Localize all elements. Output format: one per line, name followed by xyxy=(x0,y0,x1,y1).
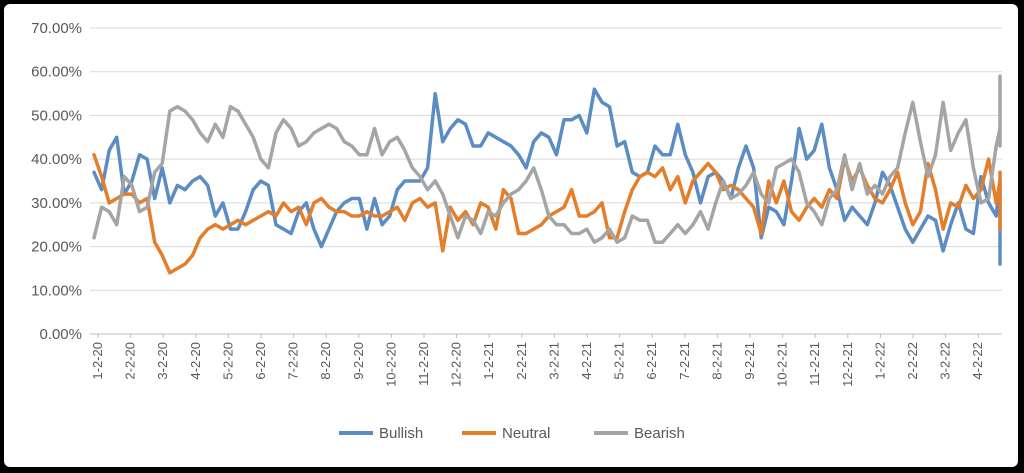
series-line-bearish xyxy=(92,74,1002,244)
x-tick-label: 4-2-22 xyxy=(970,342,985,380)
x-tick-label: 8-2-20 xyxy=(318,342,333,380)
y-tick-label: 0.00% xyxy=(39,326,82,343)
y-tick-label: 70.00% xyxy=(31,20,82,37)
y-tick-label: 20.00% xyxy=(31,239,82,256)
x-tick-label: 10-2-21 xyxy=(775,342,790,387)
x-tick-label: 2-2-20 xyxy=(123,342,138,380)
x-tick-label: 12-2-21 xyxy=(840,342,855,387)
x-tick-label: 12-2-20 xyxy=(449,342,464,387)
x-tick-label: 7-2-21 xyxy=(677,342,692,380)
x-tick-label: 9-2-20 xyxy=(351,342,366,380)
x-tick-label: 2-2-22 xyxy=(905,342,920,380)
x-tick-label: 8-2-21 xyxy=(709,342,724,380)
series-lines xyxy=(92,74,1002,275)
x-tick-label: 5-2-20 xyxy=(220,342,235,380)
x-tick-label: 6-2-20 xyxy=(253,342,268,380)
x-tick-label: 9-2-21 xyxy=(742,342,757,380)
series-line-bullish xyxy=(92,87,1002,266)
x-tick-label: 11-2-21 xyxy=(807,342,822,386)
x-tick-label: 1-2-22 xyxy=(872,342,887,380)
x-axis-tick-labels: 1-2-20 2-2-20 3-2-20 4-2-20 5-2-20 6-2-20 7-2-… xyxy=(90,342,985,387)
x-tick-label: 11-2-20 xyxy=(416,342,431,386)
x-tick-label: 2-2-21 xyxy=(514,342,529,380)
legend: Bullish Neutral Bearish xyxy=(339,425,685,442)
legend-label-neutral: Neutral xyxy=(502,425,550,442)
x-tick-label: 6-2-21 xyxy=(644,342,659,380)
y-tick-label: 40.00% xyxy=(31,151,82,168)
line-chart: 0.00% 10.00% 20.00% 30.00% 40.00% 50.00% 60.00… xyxy=(31,20,1002,442)
x-tick-label: 1-2-21 xyxy=(481,342,496,380)
legend-label-bullish: Bullish xyxy=(379,425,423,442)
x-tick-label: 5-2-21 xyxy=(612,342,627,380)
y-tick-label: 60.00% xyxy=(31,64,82,81)
y-tick-label: 50.00% xyxy=(31,107,82,124)
x-tick-label: 3-2-21 xyxy=(546,342,561,380)
y-tick-label: 10.00% xyxy=(31,282,82,299)
x-tick-label: 4-2-20 xyxy=(188,342,203,380)
x-tick-label: 4-2-21 xyxy=(579,342,594,380)
y-tick-label: 30.00% xyxy=(31,195,82,212)
x-tick-label: 7-2-20 xyxy=(286,342,301,380)
x-tick-label: 1-2-20 xyxy=(90,342,105,380)
x-tick-label: 3-2-20 xyxy=(155,342,170,380)
y-axis-tick-labels: 0.00% 10.00% 20.00% 30.00% 40.00% 50.00% 60.00… xyxy=(31,20,82,343)
legend-label-bearish: Bearish xyxy=(634,425,685,442)
x-tick-label: 10-2-20 xyxy=(383,342,398,387)
chart-card: 0.00% 10.00% 20.00% 30.00% 40.00% 50.00% 60.00… xyxy=(4,4,1018,467)
x-tick-label: 3-2-22 xyxy=(938,342,953,380)
